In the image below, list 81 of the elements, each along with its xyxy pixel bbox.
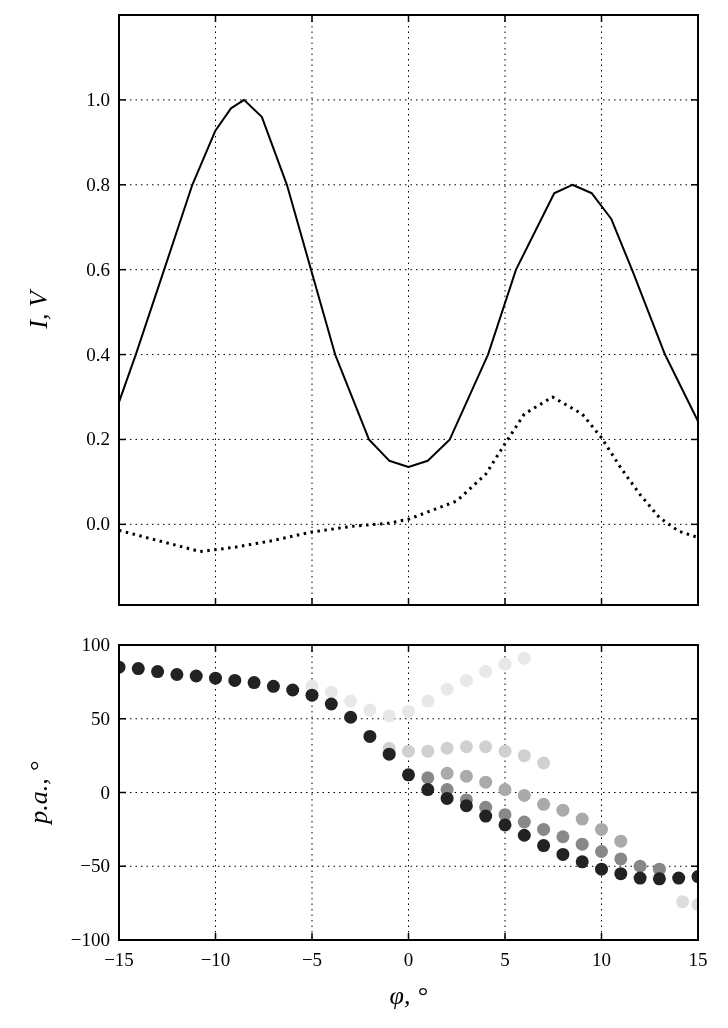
x-tick-label: −10: [200, 949, 231, 970]
point: [459, 740, 473, 754]
point: [421, 783, 435, 797]
point: [498, 783, 512, 797]
point: [575, 812, 589, 826]
point: [131, 662, 145, 676]
point: [459, 799, 473, 813]
point: [440, 791, 454, 805]
point: [421, 771, 435, 785]
point: [498, 657, 512, 671]
point: [537, 797, 551, 811]
point: [479, 740, 493, 754]
y-tick-label: 0: [100, 781, 110, 803]
point: [266, 679, 280, 693]
x-tick-label: 5: [500, 949, 510, 970]
point: [151, 665, 165, 679]
point: [633, 859, 647, 873]
point: [382, 709, 396, 723]
point: [382, 747, 396, 761]
y-tick-label: 1.0: [86, 88, 110, 110]
point: [170, 668, 184, 681]
x-tick-label: −15: [104, 949, 134, 970]
y-tick-label: 0.6: [86, 258, 110, 280]
point: [363, 729, 377, 743]
x-tick-label: −5: [301, 949, 323, 970]
point: [537, 822, 551, 836]
point: [633, 871, 647, 885]
point: [614, 834, 628, 848]
point: [479, 809, 493, 823]
point: [517, 749, 531, 763]
y-tick-label: 100: [81, 634, 110, 655]
point: [324, 685, 338, 699]
point: [595, 845, 608, 858]
y-tick-label: −50: [80, 855, 110, 877]
point: [459, 769, 473, 783]
point: [479, 775, 493, 789]
point: [652, 872, 666, 886]
point: [498, 744, 512, 758]
point: [595, 822, 608, 836]
point: [595, 862, 608, 876]
point: [324, 697, 338, 711]
point: [517, 828, 531, 842]
point: [556, 847, 570, 861]
y-tick-label: 0.0: [86, 513, 110, 535]
point: [305, 688, 319, 702]
x-tick-label: 10: [592, 949, 611, 970]
point: [286, 683, 300, 697]
point: [498, 818, 512, 832]
point: [402, 704, 415, 718]
point: [575, 855, 589, 869]
point: [440, 766, 454, 780]
point: [363, 703, 377, 717]
y-axis-title: I, V: [24, 288, 53, 330]
point: [517, 788, 531, 802]
point: [440, 741, 454, 755]
point: [672, 871, 686, 885]
point: [209, 671, 222, 685]
point: [556, 803, 570, 817]
x-tick-label: 0: [403, 949, 414, 970]
point: [575, 837, 589, 851]
x-tick-label: 15: [688, 949, 708, 970]
y-tick-label: 0.4: [86, 343, 111, 365]
y-tick-label: 50: [91, 707, 110, 729]
point: [228, 673, 242, 687]
y-tick-label: 0.8: [86, 173, 110, 195]
point: [537, 756, 551, 770]
point: [614, 867, 628, 881]
y-tick-label: −100: [70, 929, 110, 950]
y-tick-label: 0.2: [86, 428, 110, 450]
point: [247, 676, 261, 690]
point: [556, 830, 570, 844]
point: [421, 744, 435, 758]
point: [614, 852, 628, 866]
point: [344, 710, 358, 724]
point: [537, 839, 551, 853]
x-axis-title: φ, °: [389, 981, 428, 1010]
y-axis-title: p.a., °: [24, 761, 53, 826]
point: [402, 768, 415, 782]
point: [189, 669, 203, 683]
point: [402, 744, 415, 758]
point: [517, 815, 531, 829]
